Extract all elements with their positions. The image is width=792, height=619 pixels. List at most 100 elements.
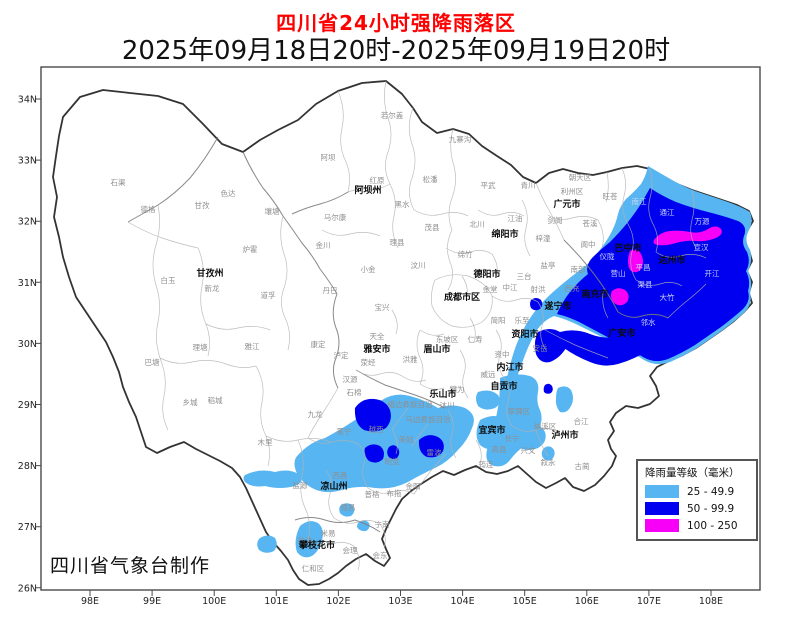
lat-label: 32N [18,217,37,228]
county-label: 青川 [521,180,536,190]
county-label: 黑水 [395,199,410,209]
city-label: 巴中市 [614,242,641,254]
legend-box: 降雨量等级（毫米） 25 - 49.9 50 - 99.9 100 - 250 [636,459,758,541]
county-label: 米易 [321,528,336,538]
county-label: 理塘 [193,342,208,352]
legend-title: 降雨量等级（毫米） [645,467,740,479]
county-label: 安岳 [533,343,548,353]
legend-items: 25 - 49.9 50 - 99.9 100 - 250 [645,483,750,534]
county-label: 普格 [365,489,380,499]
city-label: 广元市 [553,198,580,210]
map-title: 四川省24小时强降雨落区 [276,11,516,35]
county-label: 乡城 [183,398,198,407]
city-label: 南充市 [581,288,608,300]
county-label: 江油 [508,213,523,223]
county-label: 三台 [517,271,532,281]
county-label: 小金 [361,264,376,274]
county-label: 合江 [574,416,589,426]
county-label: 稻城 [208,395,223,405]
county-label: 朝天区 [569,173,592,182]
county-label: 绵竹 [458,249,473,259]
city-label: 成都市区 [444,291,480,303]
county-label: 高县 [492,444,507,454]
county-label: 道孚 [261,290,276,300]
county-label: 平昌 [636,263,651,272]
lat-label: 29N [18,400,37,411]
county-label: 若尔盖 [381,110,404,120]
county-label: 九寨沟 [449,134,472,144]
county-label: 大竹 [660,292,675,302]
county-label: 汉源 [343,375,358,384]
county-label: 松潘 [423,174,438,184]
legend-item: 25 - 49.9 [645,483,750,500]
county-boundaries [127,80,707,571]
county-label: 盐源 [293,480,308,490]
county-label: 万源 [695,217,710,226]
legend-item-label: 100 - 250 [687,519,738,532]
lat-label: 30N [18,339,37,350]
county-label: 阿坝 [321,153,336,162]
county-label: 纳溪区 [534,421,557,431]
lon-label: 105E [513,596,537,607]
county-label: 乐至 [515,315,530,325]
county-label: 巴塘 [145,357,160,367]
rain-layer-100-250 [610,226,722,306]
county-label: 茂县 [425,222,440,232]
city-label: 阿坝州 [354,184,381,196]
county-label: 通江 [660,207,675,217]
county-label: 康定 [311,339,326,349]
county-label: 新龙 [205,283,220,293]
county-label: 南江 [632,196,647,206]
county-label: 越西 [369,424,384,434]
county-label: 丹巴 [323,286,338,295]
city-label: 广安市 [608,327,635,339]
county-label: 宝兴 [375,302,390,312]
legend-item-label: 50 - 99.9 [687,502,735,515]
county-label: 南部 [571,264,586,274]
county-label: 仁寿 [468,334,483,344]
county-label: 营山 [611,268,626,278]
county-label: 兴文 [521,445,536,455]
credit-text: 四川省气象台制作 [50,555,211,577]
county-label: 中江 [503,282,518,292]
county-label: 北川 [470,220,485,229]
lat-label: 28N [18,461,37,472]
lon-label: 98E [81,596,99,607]
rain-layer-50-99 [354,188,750,463]
city-label: 泸州市 [551,429,578,441]
county-label: 色达 [221,188,236,198]
county-label: 白玉 [161,275,176,285]
legend-item-label: 25 - 49.9 [687,485,735,498]
county-label: 旺苍 [603,191,618,201]
county-label: 邻水 [641,317,656,327]
lon-label: 103E [388,596,412,607]
county-label: 甘孜 [195,200,210,210]
county-label: 威远 [481,369,496,379]
county-label: 马尔康 [324,212,347,222]
county-label: 会东 [373,550,388,560]
county-label: 德格 [141,204,156,214]
prefecture-boundaries [127,136,669,533]
county-label: 梓潼 [536,233,551,243]
county-label: 宣汉 [694,242,709,252]
county-label: 叙永 [541,457,556,467]
lon-label: 102E [326,596,350,607]
city-label: 宜宾市 [478,424,505,436]
county-label: 石棉 [347,387,362,397]
county-label: 美姑 [399,434,414,444]
county-label: 沐川 [440,400,455,410]
county-label: 东坡区 [436,334,459,344]
county-label: 筠连 [479,459,494,469]
county-label: 盐亭 [541,260,556,270]
county-label: 金阳 [406,481,421,491]
county-label: 冕宁 [337,426,352,436]
lat-label: 31N [18,278,37,289]
county-label: 洪雅 [403,354,418,364]
lon-label: 99E [143,596,161,607]
latitude-labels: 34N 33N 32N 31N 30N 29N 28N 27N 26N [18,95,37,595]
county-label: 九龙 [308,409,323,419]
county-label: 苍溪 [583,218,598,228]
county-label: 仪陇 [600,252,615,261]
legend-item: 100 - 250 [645,517,750,534]
lat-label: 26N [18,583,37,594]
